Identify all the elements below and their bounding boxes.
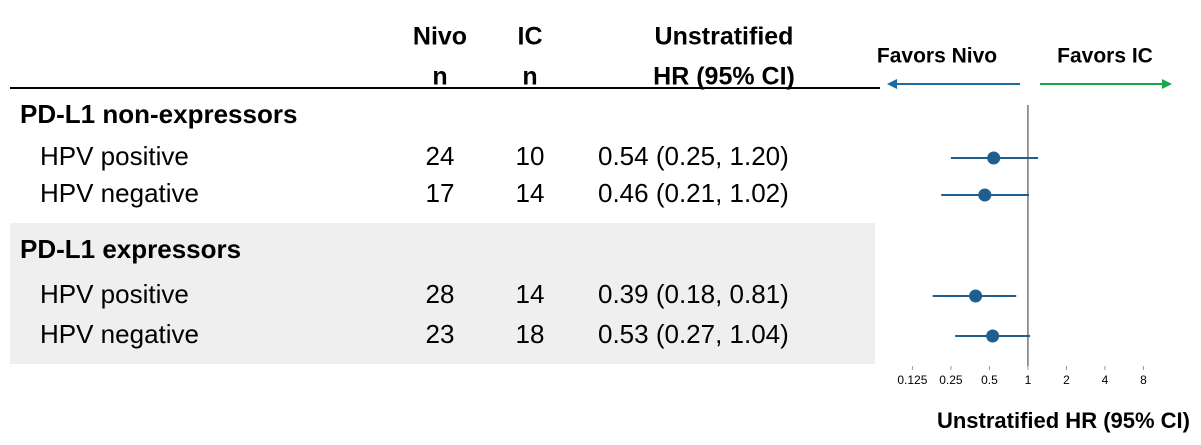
ic-n: 14: [516, 279, 545, 309]
group-shade: [10, 223, 875, 364]
group-label: PD-L1 expressors: [20, 234, 241, 264]
group-label: PD-L1 non-expressors: [20, 99, 297, 129]
col-header: n: [522, 63, 537, 91]
hr-text: 0.39 (0.18, 0.81): [598, 279, 789, 309]
row-label: HPV negative: [40, 319, 199, 349]
favors-left: Favors Nivo: [877, 45, 997, 68]
ic-n: 14: [516, 178, 545, 208]
nivo-n: 23: [426, 319, 455, 349]
x-tick-label: 2: [1063, 373, 1070, 387]
hr-text: 0.54 (0.25, 1.20): [598, 141, 789, 171]
col-header: Unstratified: [655, 23, 794, 51]
x-tick-label: 8: [1140, 373, 1147, 387]
col-header: HR (95% CI): [653, 63, 795, 91]
hr-text: 0.46 (0.21, 1.02): [598, 178, 789, 208]
hr-point: [978, 188, 992, 202]
x-tick-label: 0.25: [939, 373, 963, 387]
x-tick-label: 0.125: [897, 373, 927, 387]
hr-text: 0.53 (0.27, 1.04): [598, 319, 789, 349]
nivo-n: 24: [426, 141, 455, 171]
favors-right: Favors IC: [1057, 45, 1153, 68]
col-header: n: [432, 63, 447, 91]
hr-point: [969, 289, 983, 303]
row-label: HPV positive: [40, 279, 189, 309]
nivo-n: 17: [426, 178, 455, 208]
backgrounds: [10, 223, 875, 364]
hr-point: [986, 329, 1000, 343]
col-header: Nivo: [413, 23, 467, 51]
hr-point: [987, 151, 1001, 165]
x-tick-label: 4: [1102, 373, 1109, 387]
ic-n: 10: [516, 141, 545, 171]
x-axis-title: Unstratified HR (95% CI): [937, 408, 1190, 433]
row-label: HPV positive: [40, 141, 189, 171]
ic-n: 18: [516, 319, 545, 349]
nivo-n: 28: [426, 279, 455, 309]
row-label: HPV negative: [40, 178, 199, 208]
x-tick-label: 1: [1025, 373, 1032, 387]
col-header: IC: [518, 23, 543, 51]
x-tick-label: 0.5: [981, 373, 998, 387]
